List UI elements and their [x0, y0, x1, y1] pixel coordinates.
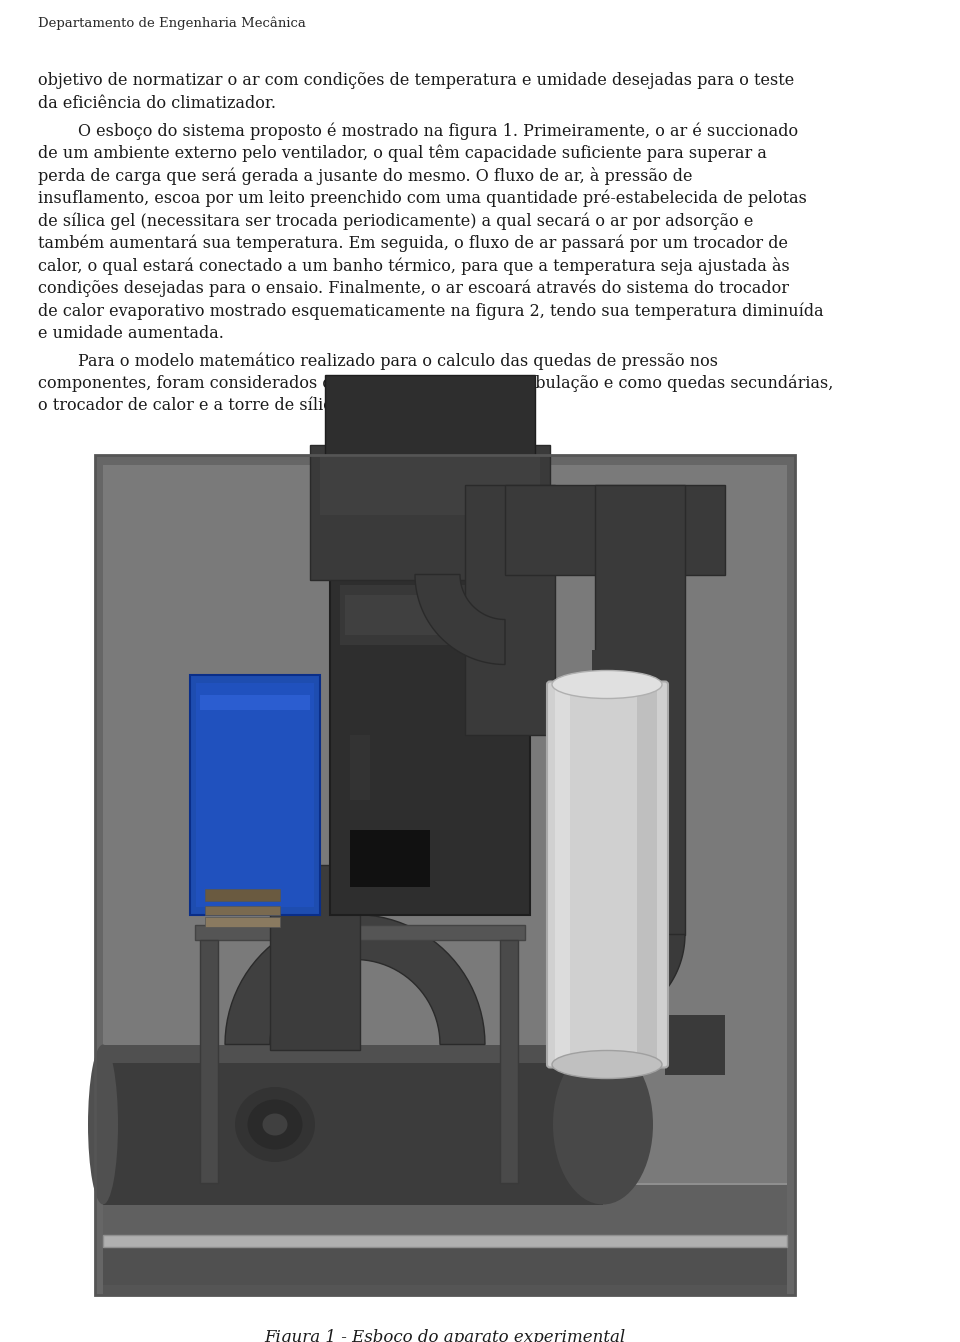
FancyBboxPatch shape	[103, 1044, 603, 1205]
FancyBboxPatch shape	[95, 455, 795, 498]
Text: objetivo de normatizar o ar com condições de temperatura e umidade desejadas par: objetivo de normatizar o ar com condiçõe…	[38, 72, 794, 89]
FancyBboxPatch shape	[200, 939, 218, 1182]
FancyBboxPatch shape	[320, 455, 540, 514]
FancyBboxPatch shape	[103, 1240, 787, 1284]
FancyBboxPatch shape	[555, 934, 645, 1024]
FancyBboxPatch shape	[103, 1235, 787, 1247]
FancyBboxPatch shape	[340, 585, 520, 644]
FancyBboxPatch shape	[592, 650, 622, 690]
Polygon shape	[415, 574, 505, 664]
FancyBboxPatch shape	[350, 734, 370, 800]
Text: o trocador de calor e a torre de sílica gel.: o trocador de calor e a torre de sílica …	[38, 397, 377, 415]
FancyBboxPatch shape	[95, 1084, 795, 1127]
FancyBboxPatch shape	[505, 484, 725, 574]
FancyBboxPatch shape	[95, 1126, 795, 1169]
FancyBboxPatch shape	[95, 455, 795, 464]
FancyBboxPatch shape	[330, 574, 530, 914]
FancyBboxPatch shape	[190, 675, 320, 914]
Polygon shape	[595, 934, 685, 1024]
Text: de um ambiente externo pelo ventilador, o qual têm capacidade suficiente para su: de um ambiente externo pelo ventilador, …	[38, 145, 767, 162]
FancyBboxPatch shape	[95, 455, 103, 1295]
FancyBboxPatch shape	[547, 682, 668, 1067]
FancyBboxPatch shape	[555, 690, 570, 1059]
Ellipse shape	[235, 1087, 315, 1162]
FancyBboxPatch shape	[95, 497, 795, 539]
FancyBboxPatch shape	[95, 875, 795, 918]
Ellipse shape	[88, 1044, 118, 1205]
FancyBboxPatch shape	[95, 1210, 795, 1253]
FancyBboxPatch shape	[345, 725, 460, 809]
FancyBboxPatch shape	[500, 939, 518, 1182]
Text: insuflamento, escoa por um leito preenchido com uma quantidade pré-estabelecida : insuflamento, escoa por um leito preench…	[38, 189, 806, 207]
FancyBboxPatch shape	[95, 1043, 795, 1086]
Text: e umidade aumentada.: e umidade aumentada.	[38, 325, 224, 341]
FancyBboxPatch shape	[95, 832, 795, 875]
Text: Para o modelo matemático realizado para o calculo das quedas de pressão nos: Para o modelo matemático realizado para …	[78, 352, 718, 369]
FancyBboxPatch shape	[95, 623, 795, 666]
Text: também aumentará sua temperatura. Em seguida, o fluxo de ar passará por um troca: também aumentará sua temperatura. Em seg…	[38, 235, 788, 252]
FancyBboxPatch shape	[95, 538, 795, 581]
FancyBboxPatch shape	[95, 706, 795, 749]
FancyBboxPatch shape	[205, 888, 280, 900]
Ellipse shape	[553, 1044, 653, 1205]
Text: Departamento de Engenharia Mecânica: Departamento de Engenharia Mecânica	[38, 16, 306, 30]
FancyBboxPatch shape	[205, 906, 280, 914]
FancyBboxPatch shape	[95, 1169, 795, 1212]
FancyBboxPatch shape	[95, 1185, 795, 1295]
FancyBboxPatch shape	[95, 1252, 795, 1295]
Text: Figura 1 - Esboço do aparato experimental: Figura 1 - Esboço do aparato experimenta…	[264, 1330, 626, 1342]
FancyBboxPatch shape	[103, 463, 787, 1182]
Ellipse shape	[262, 1114, 287, 1135]
Text: O esboço do sistema proposto é mostrado na figura 1. Primeiramente, o ar é succi: O esboço do sistema proposto é mostrado …	[78, 122, 798, 140]
FancyBboxPatch shape	[595, 484, 685, 934]
FancyBboxPatch shape	[95, 664, 795, 707]
FancyBboxPatch shape	[325, 374, 535, 455]
FancyBboxPatch shape	[95, 958, 795, 1001]
FancyBboxPatch shape	[345, 824, 435, 899]
FancyBboxPatch shape	[465, 484, 555, 734]
Polygon shape	[225, 914, 485, 1044]
FancyBboxPatch shape	[95, 1001, 795, 1044]
FancyBboxPatch shape	[637, 690, 657, 1059]
Text: de sílica gel (necessitara ser trocada periodicamente) a qual secará o ar por ad: de sílica gel (necessitara ser trocada p…	[38, 212, 754, 229]
FancyBboxPatch shape	[95, 749, 795, 792]
FancyBboxPatch shape	[95, 581, 795, 624]
FancyBboxPatch shape	[665, 1015, 725, 1075]
Ellipse shape	[552, 1051, 662, 1079]
Text: perda de carga que será gerada a jusante do mesmo. O fluxo de ar, à pressão de: perda de carga que será gerada a jusante…	[38, 166, 692, 185]
Text: de calor evaporativo mostrado esquematicamente na figura 2, tendo sua temperatur: de calor evaporativo mostrado esquematic…	[38, 302, 824, 319]
FancyBboxPatch shape	[445, 455, 795, 875]
FancyBboxPatch shape	[787, 455, 795, 1295]
FancyBboxPatch shape	[345, 595, 515, 635]
Text: da eficiência do climatizador.: da eficiência do climatizador.	[38, 94, 276, 111]
FancyBboxPatch shape	[103, 1044, 603, 1063]
FancyBboxPatch shape	[195, 925, 525, 939]
Ellipse shape	[248, 1099, 302, 1150]
FancyBboxPatch shape	[200, 695, 310, 710]
FancyBboxPatch shape	[95, 917, 795, 960]
FancyBboxPatch shape	[205, 917, 280, 926]
Ellipse shape	[552, 671, 662, 698]
Text: calor, o qual estará conectado a um banho térmico, para que a temperatura seja a: calor, o qual estará conectado a um banh…	[38, 258, 790, 275]
FancyBboxPatch shape	[196, 683, 314, 906]
Text: componentes, foram considerados como queda principal a tubulação e como quedas s: componentes, foram considerados como que…	[38, 374, 833, 392]
FancyBboxPatch shape	[95, 790, 795, 833]
FancyBboxPatch shape	[270, 864, 360, 1049]
FancyBboxPatch shape	[382, 899, 398, 914]
FancyBboxPatch shape	[310, 444, 550, 580]
FancyBboxPatch shape	[350, 829, 430, 887]
FancyBboxPatch shape	[95, 1284, 795, 1295]
Text: condições desejadas para o ensaio. Finalmente, o ar escoará através do sistema d: condições desejadas para o ensaio. Final…	[38, 279, 789, 297]
